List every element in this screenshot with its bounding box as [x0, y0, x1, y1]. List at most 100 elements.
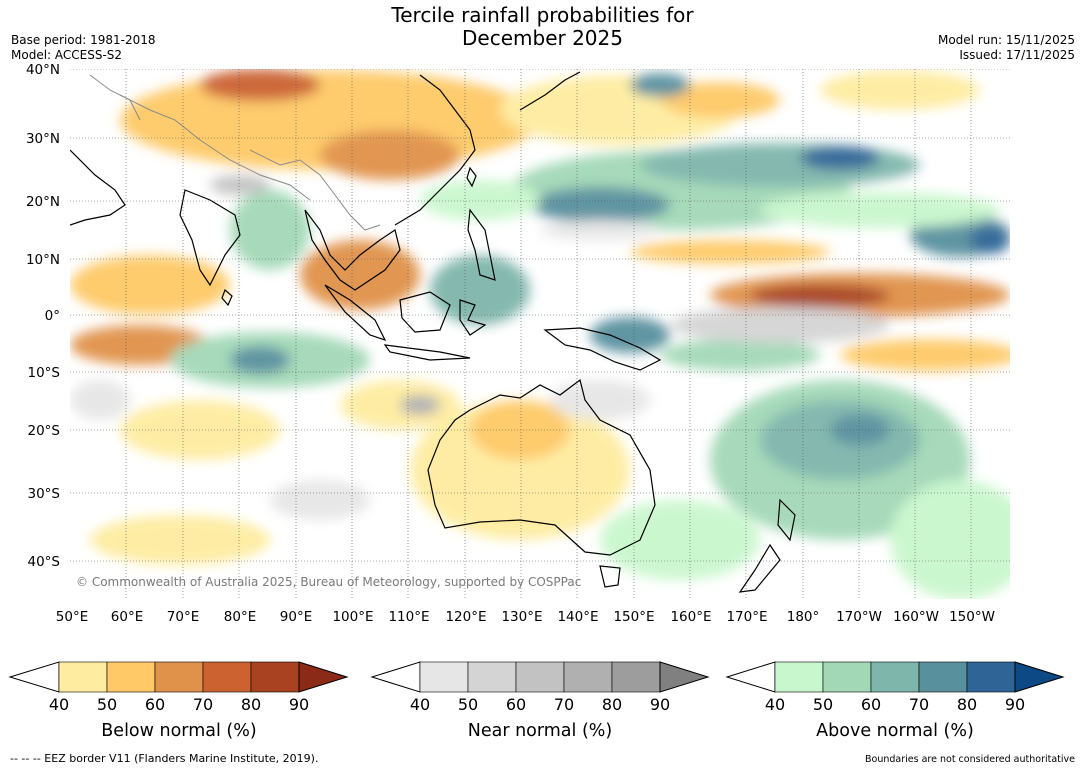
lon-label: 140°E: [557, 609, 598, 625]
colorbar-tick: 50: [97, 695, 117, 714]
philippines-coastline: [467, 208, 496, 281]
lon-label: 130°E: [501, 609, 542, 625]
colorbar-right-extension: [659, 661, 710, 693]
copyright-text: © Commonwealth of Australia 2025, Bureau…: [76, 575, 581, 589]
australia-coastline: [427, 378, 656, 556]
above-normal-region: [760, 192, 1000, 228]
title-line-1: Tercile rainfall probabilities for: [391, 3, 694, 27]
colorbar-tick: 40: [765, 695, 785, 714]
near-normal-region: [270, 480, 370, 520]
above-normal-region: [800, 146, 880, 170]
above-normal-region: [420, 180, 540, 220]
colorbar-title: Above normal (%): [816, 721, 974, 741]
colorbar-segment: [966, 661, 1016, 693]
indochina-coastline: [304, 209, 401, 291]
above-normal-region: [590, 317, 670, 353]
lat-label: 40°N: [26, 62, 60, 78]
lon-label: 180°: [787, 609, 820, 625]
colorbar-right-extension: [298, 661, 349, 693]
map-title: Tercile rainfall probabilities for Decem…: [0, 4, 1085, 50]
colorbar-left-extension: [370, 661, 421, 693]
colorbar-tick: 90: [1005, 695, 1025, 714]
colorbar-title: Below normal (%): [101, 721, 256, 741]
meta-left: Base period: 1981-2018 Model: ACCESS-S2: [11, 33, 156, 63]
below-normal-region: [320, 130, 460, 180]
lon-label: 150°E: [613, 609, 654, 625]
colorbar-segment: [918, 661, 968, 693]
above-normal-region: [630, 73, 690, 97]
colorbar-segment: [774, 661, 824, 693]
china-coastline: [394, 74, 476, 226]
colorbar-right-extension: [1014, 661, 1065, 693]
lon-label: 90°E: [280, 609, 312, 625]
base-period: Base period: 1981-2018: [11, 33, 156, 47]
coastlines: [70, 71, 796, 593]
lat-label: 30°N: [26, 131, 60, 147]
colorbar-tick: 80: [957, 695, 977, 714]
near-normal-region: [670, 307, 890, 343]
colorbar-tick: 70: [909, 695, 929, 714]
near-normal-region: [540, 220, 660, 240]
colorbar-segment: [611, 661, 661, 693]
lat-label: 40°S: [28, 554, 61, 570]
border-line: [334, 194, 381, 231]
issued-date: Issued: 17/11/2025: [959, 48, 1075, 62]
below-normal-region: [630, 240, 830, 264]
below-normal-region: [750, 284, 890, 308]
model-name: Model: ACCESS-S2: [11, 48, 123, 62]
lat-label: 20°N: [26, 194, 60, 210]
above-normal-region: [660, 339, 820, 371]
colorbar-left-extension: [8, 661, 60, 693]
colorbar-tick: 60: [145, 695, 165, 714]
above-normal-region: [230, 190, 310, 270]
below-normal-region: [90, 515, 270, 565]
colorbar-segment: [250, 661, 300, 693]
probability-field: [70, 69, 1010, 599]
sumatra-coastline: [324, 284, 387, 342]
eez-border-note: -- -- -- EEZ border V11 (Flanders Marine…: [10, 752, 319, 765]
above-normal-region: [890, 480, 1010, 599]
lat-label: 0°: [45, 308, 60, 324]
colorbar-segment: [202, 661, 252, 693]
lon-label: 170°W: [836, 609, 882, 625]
below-normal-region: [70, 255, 230, 315]
border-line: [249, 149, 336, 196]
near-normal-region: [210, 175, 270, 195]
below-normal-region: [200, 69, 320, 101]
colorbar-tick: 80: [602, 695, 622, 714]
title-line-2: December 2025: [462, 26, 623, 50]
colorbar-segment: [58, 661, 108, 693]
colorbar-tick: 90: [289, 695, 309, 714]
lat-label: 10°S: [28, 365, 61, 381]
colorbar-title: Near normal (%): [468, 721, 613, 741]
colorbar-segment: [419, 661, 469, 693]
meta-right: Model run: 15/11/2025 Issued: 17/11/2025: [938, 33, 1075, 63]
border-line: [119, 94, 311, 201]
above-normal-region: [970, 226, 1010, 254]
lon-label: 160°W: [893, 609, 939, 625]
below-normal-region: [820, 70, 980, 110]
above-normal-region: [530, 187, 670, 223]
colorbar-segment: [154, 661, 204, 693]
colorbar-tick: 50: [458, 695, 478, 714]
lon-label: 60°E: [111, 609, 143, 625]
java-coastline: [383, 344, 471, 361]
india-coastline: [179, 189, 241, 287]
lon-label: 50°E: [56, 609, 88, 625]
colorbar-tick: 40: [49, 695, 69, 714]
boundaries-disclaimer: Boundaries are not considered authoritat…: [865, 754, 1075, 765]
new-zealand-north-coastline: [777, 498, 796, 542]
country-borders: [89, 74, 381, 231]
above-normal-region: [230, 346, 290, 374]
colorbar-segment: [563, 661, 613, 693]
near-normal-region: [550, 380, 650, 420]
colorbar-segment: [515, 661, 565, 693]
above-normal-region: [830, 414, 890, 446]
lon-label: 150°W: [949, 609, 995, 625]
near-normal-region: [70, 380, 130, 420]
map-panel: © Commonwealth of Australia 2025, Bureau…: [70, 69, 1010, 599]
colorbar-segment: [870, 661, 920, 693]
tasmania-coastline: [599, 565, 621, 588]
colorbar-tick: 80: [241, 695, 261, 714]
lon-label: 120°E: [445, 609, 486, 625]
